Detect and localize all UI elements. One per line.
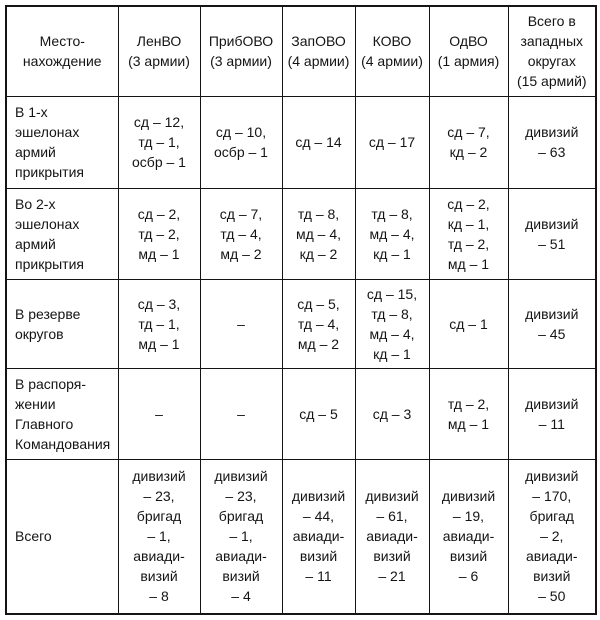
cell-second-echelon-zapovo: тд – 8, мд – 4, кд – 2 [281, 187, 356, 280]
row-district-reserve: В резерве округов сд – 3, тд – 1, мд – 1… [5, 278, 597, 369]
row-label: Всего [5, 458, 119, 615]
cell-second-echelon-odvo: сд – 2, кд – 1, тд – 2, мд – 1 [428, 187, 509, 280]
col-header-zapovo: ЗапОВО (4 армии) [281, 5, 356, 97]
row-total: Всего дивизий – 23, бригад – 1, авиади- … [5, 458, 597, 615]
row-label: Во 2-х эшелонах армий прикрытия [5, 187, 119, 280]
header-row: Место- нахождение ЛенВО (3 армии) ПрибОВ… [5, 5, 597, 97]
cell-district-reserve-total: дивизий – 45 [507, 278, 597, 369]
cell-first-echelon-pribovo: сд – 10, осбр – 1 [199, 95, 283, 189]
cell-second-echelon-kovo: тд – 8, мд – 4, кд – 1 [354, 187, 430, 280]
cell-first-echelon-zapovo: сд – 14 [281, 95, 356, 189]
cell-district-reserve-kovo: сд – 15, тд – 8, мд – 4, кд – 1 [354, 278, 430, 369]
cell-high-command-pribovo: – [199, 367, 283, 460]
cell-second-echelon-lenvo: сд – 2, тд – 2, мд – 1 [117, 187, 201, 280]
cell-district-reserve-odvo: сд – 1 [428, 278, 509, 369]
col-header-total: Всего в западных округах (15 армий) [507, 5, 597, 97]
row-first-echelon: В 1-х эшелонах армий прикрытия сд – 12, … [5, 95, 597, 189]
cell-district-reserve-zapovo: сд – 5, тд – 4, мд – 2 [281, 278, 356, 369]
cell-total-odvo: дивизий – 19, авиади- визий – 6 [428, 458, 509, 615]
cell-total-pribovo: дивизий – 23, бригад – 1, авиади- визий … [199, 458, 283, 615]
cell-high-command-total: дивизий – 11 [507, 367, 597, 460]
col-header-pribovo: ПрибОВО (3 армии) [199, 5, 283, 97]
cell-total-lenvo: дивизий – 23, бригад – 1, авиади- визий … [117, 458, 201, 615]
cell-first-echelon-kovo: сд – 17 [354, 95, 430, 189]
cell-second-echelon-pribovo: сд – 7, тд – 4, мд – 2 [199, 187, 283, 280]
col-header-kovo: КОВО (4 армии) [354, 5, 430, 97]
cell-first-echelon-odvo: сд – 7, кд – 2 [428, 95, 509, 189]
cell-total-total: дивизий – 170, бригад – 2, авиади- визий… [507, 458, 597, 615]
cell-high-command-odvo: тд – 2, мд – 1 [428, 367, 509, 460]
col-header-location: Место- нахождение [5, 5, 119, 97]
cell-district-reserve-pribovo: – [199, 278, 283, 369]
cell-high-command-lenvo: – [117, 367, 201, 460]
row-label: В распоря- жении Главного Командования [5, 367, 119, 460]
row-label: В резерве округов [5, 278, 119, 369]
row-high-command: В распоря- жении Главного Командования –… [5, 367, 597, 460]
deployment-table: Место- нахождение ЛенВО (3 армии) ПрибОВ… [5, 5, 597, 615]
row-label: В 1-х эшелонах армий прикрытия [5, 95, 119, 189]
cell-first-echelon-total: дивизий – 63 [507, 95, 597, 189]
cell-total-zapovo: дивизий – 44, авиади- визий – 11 [281, 458, 356, 615]
cell-district-reserve-lenvo: сд – 3, тд – 1, мд – 1 [117, 278, 201, 369]
cell-high-command-zapovo: сд – 5 [281, 367, 356, 460]
col-header-lenvo: ЛенВО (3 армии) [117, 5, 201, 97]
cell-first-echelon-lenvo: сд – 12, тд – 1, осбр – 1 [117, 95, 201, 189]
col-header-odvo: ОдВО (1 армия) [428, 5, 509, 97]
cell-high-command-kovo: сд – 3 [354, 367, 430, 460]
row-second-echelon: Во 2-х эшелонах армий прикрытия сд – 2, … [5, 187, 597, 280]
cell-total-kovo: дивизий – 61, авиади- визий – 21 [354, 458, 430, 615]
cell-second-echelon-total: дивизий – 51 [507, 187, 597, 280]
